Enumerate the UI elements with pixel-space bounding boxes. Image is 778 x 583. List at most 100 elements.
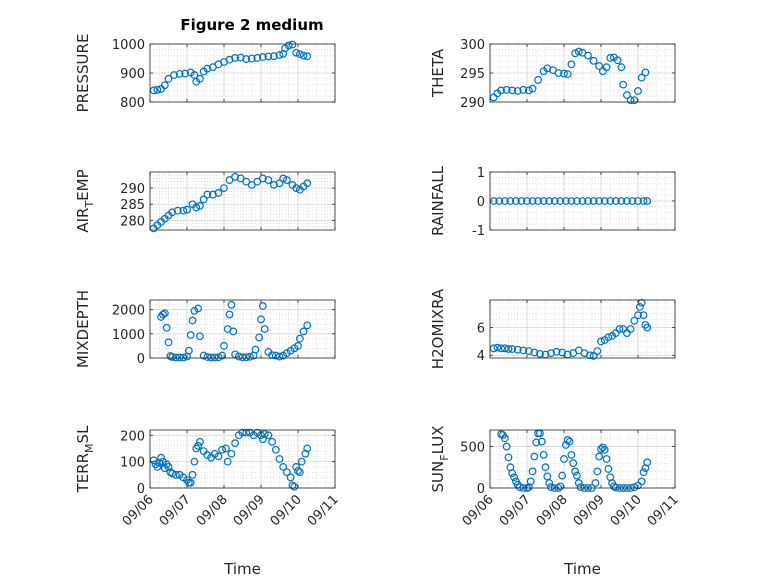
- data-point: [547, 349, 555, 358]
- data-point: [214, 353, 223, 362]
- y-tick-label: 800: [120, 96, 145, 111]
- data-point: [508, 345, 517, 353]
- data-point: [637, 477, 646, 486]
- data-point: [513, 87, 522, 95]
- plot-area: [150, 430, 335, 488]
- data-point: [513, 345, 522, 354]
- data-point: [536, 349, 544, 358]
- data-point: [242, 353, 251, 362]
- y-tick-label: 0: [137, 482, 145, 497]
- data-point: [194, 441, 203, 450]
- data-point: [635, 303, 644, 311]
- data-point: [220, 342, 228, 350]
- data-point: [524, 86, 533, 95]
- data-point: [275, 179, 284, 188]
- data-point: [257, 315, 265, 324]
- axes-box: [489, 429, 676, 489]
- data-point: [593, 347, 602, 355]
- data-point: [155, 459, 164, 467]
- data-point: [225, 55, 234, 64]
- y-axis-label: H2OMIXRA: [429, 288, 447, 369]
- data-point: [173, 206, 182, 215]
- data-point: [528, 197, 537, 205]
- data-point: [569, 459, 578, 468]
- data-point: [500, 344, 509, 353]
- data-point: [284, 41, 293, 50]
- data-point: [214, 452, 223, 461]
- data-point: [188, 316, 197, 325]
- data-point: [160, 309, 169, 318]
- data-point: [589, 352, 598, 360]
- data-point: [539, 450, 548, 459]
- data-point: [279, 174, 288, 183]
- y-tick-label: 4: [477, 349, 485, 364]
- data-point: [253, 54, 262, 62]
- data-point: [639, 197, 648, 205]
- data-point: [606, 54, 615, 62]
- y-tick-label: 1: [477, 166, 485, 181]
- data-point: [634, 197, 642, 205]
- data-point: [268, 351, 277, 360]
- data-point: [567, 197, 576, 205]
- data-point: [247, 180, 256, 189]
- data-point: [510, 473, 518, 482]
- data-point: [534, 197, 542, 205]
- data-point: [303, 444, 312, 453]
- data-point: [207, 353, 215, 362]
- data-point: [611, 483, 620, 492]
- data-point: [502, 442, 511, 451]
- data-point: [497, 86, 506, 95]
- y-axis-label: PRESSURE: [74, 34, 92, 113]
- data-point: [164, 74, 173, 83]
- y-tick-label: 0: [477, 482, 485, 497]
- data-point: [611, 197, 620, 205]
- data-point: [489, 344, 498, 353]
- data-point: [179, 206, 188, 215]
- y-tick-label: 0: [137, 352, 145, 367]
- data-point: [589, 197, 598, 205]
- y-tick-label: 1000: [112, 38, 145, 53]
- data-point: [615, 325, 624, 333]
- data-point: [175, 353, 184, 362]
- data-point: [283, 176, 291, 184]
- data-point: [602, 63, 611, 72]
- data-point: [610, 482, 618, 491]
- data-point: [541, 463, 550, 472]
- data-point: [637, 73, 646, 82]
- data-point: [160, 464, 169, 473]
- y-axis-label: SUNFLUX: [429, 426, 451, 493]
- data-point: [493, 343, 502, 352]
- data-point: [626, 325, 635, 333]
- data-point: [574, 479, 583, 487]
- data-point: [643, 458, 652, 467]
- data-point: [258, 53, 267, 61]
- data-point: [170, 71, 178, 79]
- data-point: [242, 177, 251, 186]
- data-point: [258, 302, 267, 310]
- data-point: [271, 351, 280, 360]
- data-point: [255, 333, 264, 342]
- data-point: [268, 437, 277, 446]
- data-point: [264, 52, 273, 61]
- data-point: [157, 453, 166, 462]
- data-point: [186, 331, 195, 339]
- data-point: [576, 483, 585, 492]
- axes-box: [149, 171, 336, 231]
- data-point: [223, 457, 232, 466]
- data-point: [613, 56, 622, 65]
- data-point: [279, 463, 288, 471]
- data-point: [208, 190, 217, 199]
- data-point: [199, 195, 208, 204]
- data-point: [192, 203, 201, 212]
- y-tick-label: 900: [120, 67, 145, 82]
- data-point: [547, 483, 555, 492]
- data-point: [171, 470, 180, 479]
- data-point: [573, 471, 581, 480]
- data-point: [567, 60, 576, 69]
- data-point: [500, 197, 509, 205]
- y-axis-label: THETA: [429, 48, 447, 98]
- x-axis-label: Time: [563, 560, 601, 578]
- y-tick-label: 285: [120, 198, 145, 213]
- data-point: [512, 197, 520, 205]
